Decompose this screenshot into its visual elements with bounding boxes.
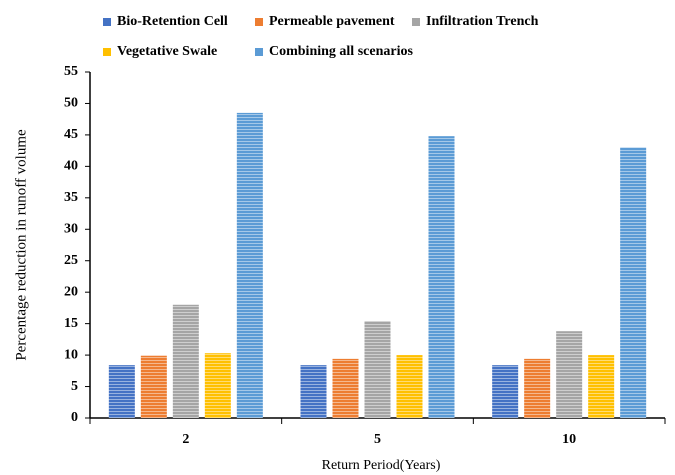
legend-label: Vegetative Swale xyxy=(117,44,217,59)
legend-swatch xyxy=(255,18,263,26)
bar xyxy=(332,358,359,418)
y-tick-label: 10 xyxy=(64,347,78,362)
x-tick-label: 5 xyxy=(374,432,381,447)
x-tick-label: 10 xyxy=(562,432,576,447)
bar xyxy=(364,321,391,418)
y-tick-label: 55 xyxy=(64,64,78,79)
legend-swatch xyxy=(103,48,111,56)
bar xyxy=(140,355,167,418)
y-tick-label: 20 xyxy=(64,284,78,299)
bar xyxy=(620,147,647,418)
bar xyxy=(108,365,135,418)
y-tick-label: 0 xyxy=(71,410,78,425)
bar xyxy=(236,112,263,419)
legend-swatch xyxy=(255,48,263,56)
y-tick-label: 40 xyxy=(64,159,78,174)
bar xyxy=(588,355,615,418)
y-tick-label: 50 xyxy=(64,96,78,111)
bar xyxy=(300,365,327,418)
bar xyxy=(428,136,455,418)
bar xyxy=(172,304,199,418)
legend-swatch xyxy=(412,18,420,26)
bar xyxy=(204,353,231,418)
y-tick-label: 30 xyxy=(64,221,78,236)
y-tick-label: 5 xyxy=(71,379,78,394)
y-tick-label: 35 xyxy=(64,190,78,205)
bar xyxy=(556,331,583,418)
bar xyxy=(492,365,519,418)
bar xyxy=(396,355,423,418)
legend-swatch xyxy=(103,18,111,26)
x-axis-title: Return Period(Years) xyxy=(322,458,441,473)
bar xyxy=(524,358,551,418)
legend-label: Permeable pavement xyxy=(269,14,395,29)
legend-label: Infiltration Trench xyxy=(426,14,539,29)
legend-label: Combining all scenarios xyxy=(269,44,413,59)
legend-label: Bio-Retention Cell xyxy=(117,14,228,29)
y-tick-label: 15 xyxy=(64,316,78,331)
y-tick-label: 45 xyxy=(64,127,78,142)
y-axis-title: Percentage reduction in runoff volume xyxy=(13,129,29,361)
x-tick-label: 2 xyxy=(182,432,189,447)
y-tick-label: 25 xyxy=(64,253,78,268)
